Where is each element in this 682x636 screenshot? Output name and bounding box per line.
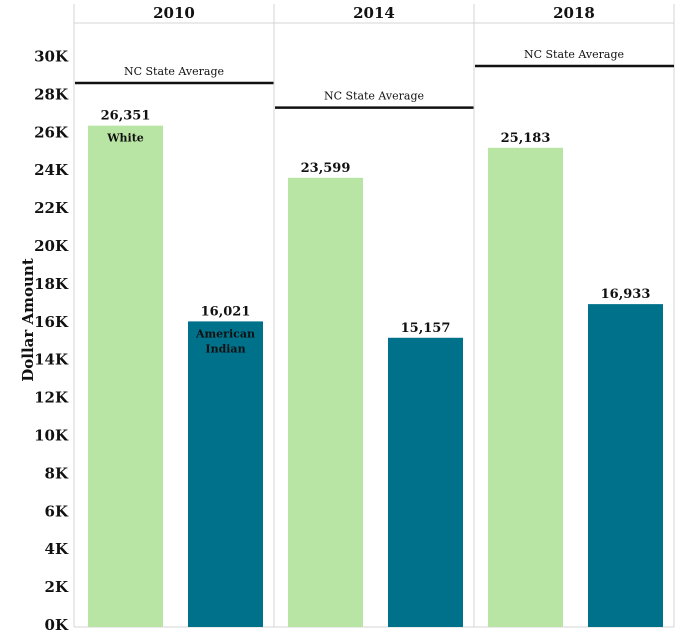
y-tick-label: 18K (34, 275, 69, 293)
panel-title: 2010 (153, 4, 195, 22)
y-tick-label: 26K (34, 123, 69, 141)
y-tick-label: 12K (34, 389, 69, 407)
bar-value-label: 26,351 (101, 109, 151, 124)
bar-american-indian (588, 304, 663, 627)
panel-title: 2018 (553, 4, 595, 22)
state-average-label: NC State Average (124, 65, 224, 78)
bar-value-label: 25,183 (501, 131, 551, 146)
y-tick-label: 20K (34, 237, 69, 255)
bar-white (288, 177, 363, 627)
bar-category-label: American (195, 327, 255, 340)
y-tick-label: 22K (34, 199, 69, 217)
y-tick-label: 8K (45, 464, 69, 482)
y-tick-label: 30K (34, 48, 69, 66)
bar-category-label: White (106, 132, 144, 145)
bar-american-indian (388, 337, 463, 627)
bar-american-indian (188, 321, 263, 627)
bar-white (488, 147, 563, 627)
y-tick-label: 4K (45, 540, 69, 558)
y-tick-label: 14K (34, 351, 69, 369)
y-tick-label: 6K (45, 502, 69, 520)
y-tick-label: 16K (34, 313, 69, 331)
bar-value-label: 16,933 (601, 287, 651, 302)
bar-value-label: 16,021 (201, 304, 251, 319)
y-tick-label: 28K (34, 85, 69, 103)
y-tick-label: 2K (45, 578, 69, 596)
bar-white (88, 125, 163, 627)
state-average-label: NC State Average (324, 90, 424, 103)
y-tick-label: 10K (34, 427, 69, 445)
panel-title: 2014 (353, 4, 395, 22)
y-axis-title: Dollar Amount (19, 258, 37, 382)
bar-value-label: 23,599 (301, 161, 351, 176)
y-tick-label: 24K (34, 161, 69, 179)
bar-value-label: 15,157 (401, 321, 451, 336)
bar-category-label: Indian (205, 342, 245, 355)
y-tick-label: 0K (45, 616, 69, 634)
state-average-label: NC State Average (524, 48, 624, 61)
